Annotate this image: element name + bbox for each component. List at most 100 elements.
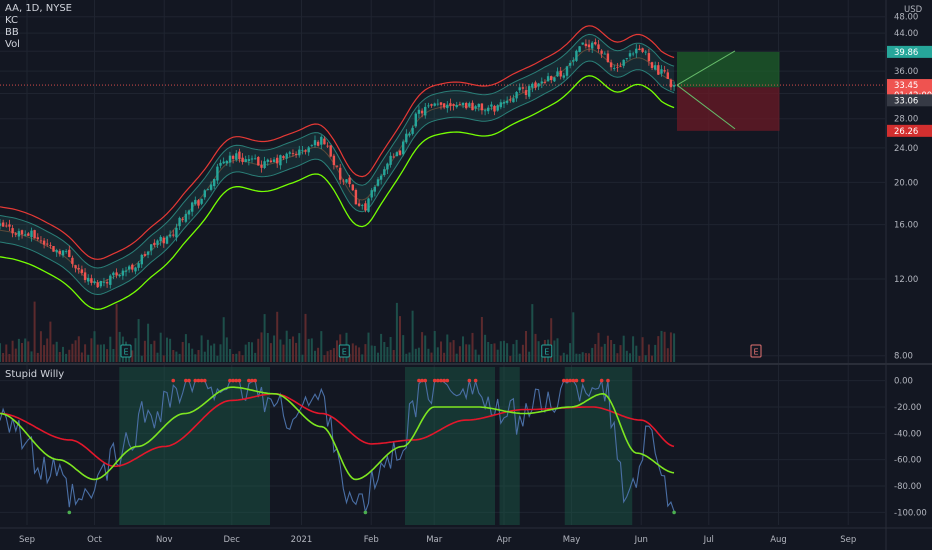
candle-body <box>304 150 307 152</box>
candle-body <box>654 65 657 70</box>
volume-bar <box>348 353 351 362</box>
volume-bar <box>430 352 433 362</box>
candle-body <box>263 161 266 168</box>
candle-body <box>490 104 493 107</box>
candle-body <box>420 110 424 114</box>
candle-body <box>68 249 71 257</box>
volume-bar <box>298 333 301 362</box>
indicator-bb[interactable]: BB <box>5 27 19 38</box>
candle-body <box>222 161 225 164</box>
trade-zones[interactable] <box>0 50 885 131</box>
chart-legend: AA, 1D, NYSE KC BB Vol <box>5 3 72 51</box>
candle-body <box>276 157 279 164</box>
candle-body <box>200 198 203 204</box>
time-tick-label: Oct <box>87 535 102 545</box>
overbought-dot <box>237 378 242 383</box>
volume-bar <box>17 338 20 362</box>
candle-body <box>402 141 405 155</box>
candle-body <box>121 270 125 276</box>
volume-bar <box>578 353 581 362</box>
candle-body <box>647 53 651 62</box>
target-arrow-line <box>676 50 736 86</box>
volume-bar <box>610 340 613 362</box>
volume-bar <box>525 331 527 362</box>
overbought-dot <box>253 378 257 383</box>
candle-body <box>298 149 301 156</box>
candle-body <box>90 278 93 283</box>
volume-bar <box>251 342 253 362</box>
volume-bar <box>43 345 46 362</box>
candle-body <box>603 53 606 55</box>
candle-body <box>24 234 27 236</box>
volume-bar <box>480 317 483 362</box>
candle-body <box>660 69 663 74</box>
indicator-kc[interactable]: KC <box>5 15 18 26</box>
price-tick-label: 16.00 <box>894 221 918 231</box>
volume-bar <box>594 344 597 362</box>
earnings-marker[interactable]: E <box>750 344 762 358</box>
volume-bar <box>606 335 609 362</box>
osc-tick-label: -80.00 <box>894 482 921 492</box>
candle-body <box>209 184 213 190</box>
candle-body <box>175 227 178 238</box>
indicator-vol[interactable]: Vol <box>5 39 20 50</box>
overbought-dot <box>202 378 207 383</box>
candle-body <box>102 281 106 283</box>
volume-bar <box>392 350 395 362</box>
volume-bar <box>134 338 137 362</box>
candle-body <box>165 236 169 244</box>
candle-body <box>269 160 273 163</box>
time-tick-label: Aug <box>770 535 787 545</box>
overbought-dot <box>606 378 610 383</box>
volume-bar <box>440 341 442 362</box>
volume-bar <box>206 339 209 362</box>
volume-bar <box>197 350 200 362</box>
candle-body <box>272 159 276 162</box>
earnings-box <box>750 344 762 358</box>
symbol-line[interactable]: AA, 1D, NYSE <box>5 3 72 14</box>
candle-body <box>150 244 153 251</box>
overbought-dot <box>423 378 428 383</box>
volume-bar <box>436 347 439 362</box>
candle-body <box>408 133 411 136</box>
candle-body <box>313 140 317 146</box>
overbought-dot <box>231 378 235 383</box>
earnings-marker[interactable]: E <box>120 344 132 358</box>
volume-bar <box>399 316 401 362</box>
volume-bar <box>314 350 316 362</box>
candle-body <box>244 159 247 163</box>
candle-body <box>20 230 24 235</box>
volume-bar <box>178 353 181 362</box>
oscillator-zone <box>499 367 520 525</box>
volume-bar <box>140 355 143 362</box>
earnings-box <box>541 344 553 358</box>
volume-bar <box>332 348 335 362</box>
candle-body <box>578 46 581 52</box>
volume-bar <box>673 333 676 362</box>
volume-bar <box>521 344 524 362</box>
candle-body <box>128 266 131 270</box>
candle-body <box>266 159 269 162</box>
oscillator-title[interactable]: Stupid Willy <box>5 369 65 380</box>
volume-bar <box>301 354 304 362</box>
volume-bar <box>257 338 260 362</box>
volume-bar <box>559 355 562 362</box>
volume-bar <box>358 347 361 362</box>
earnings-marker[interactable]: E <box>541 344 553 358</box>
candle-body <box>461 102 465 106</box>
volume-bar <box>260 332 263 362</box>
oscillator <box>0 367 676 525</box>
overbought-dot <box>187 378 191 383</box>
target-zone[interactable] <box>677 51 780 88</box>
candle-body <box>518 87 521 91</box>
volume-bar <box>225 337 228 362</box>
volume-bar <box>638 356 641 362</box>
earnings-marker[interactable]: E <box>338 344 350 358</box>
candle-body <box>52 246 55 252</box>
candle-body <box>348 177 351 185</box>
candle-body <box>172 234 175 236</box>
candle-body <box>58 250 61 255</box>
volume-bar <box>603 343 606 362</box>
